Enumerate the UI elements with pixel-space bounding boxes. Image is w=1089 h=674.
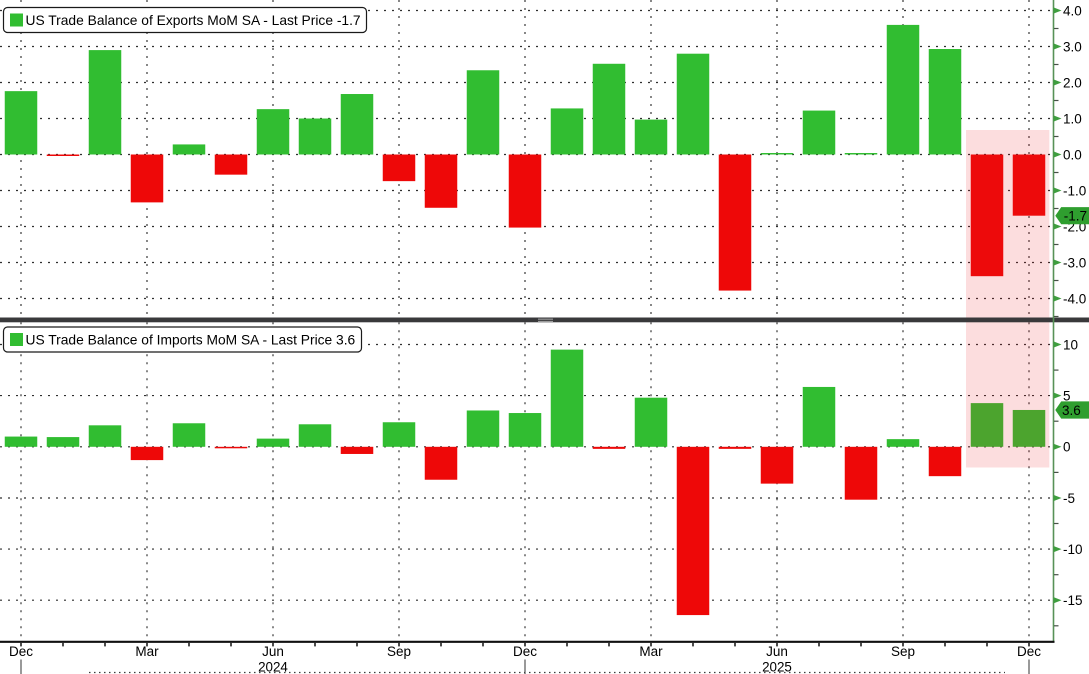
svg-text:Dec: Dec [9, 644, 33, 659]
svg-text:Dec: Dec [1017, 644, 1041, 659]
svg-text:US Trade Balance of Exports Mo: US Trade Balance of Exports MoM SA - Las… [26, 13, 361, 28]
svg-text:-4.0: -4.0 [1063, 291, 1086, 306]
svg-text:2025: 2025 [762, 659, 792, 674]
svg-text:-3.0: -3.0 [1063, 255, 1086, 270]
svg-text:US Trade Balance of Imports Mo: US Trade Balance of Imports MoM SA - Las… [26, 333, 356, 348]
svg-text:3.6: 3.6 [1062, 403, 1081, 418]
svg-text:Jun: Jun [262, 644, 284, 659]
svg-text:Dec: Dec [513, 644, 537, 659]
svg-text:Mar: Mar [135, 644, 159, 659]
svg-text:3.0: 3.0 [1063, 39, 1082, 54]
svg-text:0.0: 0.0 [1063, 147, 1082, 162]
svg-text:2.0: 2.0 [1063, 75, 1082, 90]
svg-text:0: 0 [1063, 440, 1071, 455]
svg-text:-1.0: -1.0 [1063, 183, 1086, 198]
svg-text:4.0: 4.0 [1063, 3, 1082, 18]
svg-text:-10: -10 [1063, 542, 1083, 557]
svg-text:Sep: Sep [891, 644, 915, 659]
svg-text:-5: -5 [1063, 491, 1075, 506]
svg-text:10: 10 [1063, 337, 1078, 352]
svg-text:2024: 2024 [258, 659, 288, 674]
svg-text:Mar: Mar [639, 644, 663, 659]
svg-text:Sep: Sep [387, 644, 411, 659]
svg-text:1.0: 1.0 [1063, 111, 1082, 126]
svg-text:-1.7: -1.7 [1064, 209, 1087, 224]
svg-text:-15: -15 [1063, 593, 1083, 608]
svg-text:Jun: Jun [766, 644, 788, 659]
svg-text:5: 5 [1063, 388, 1071, 403]
